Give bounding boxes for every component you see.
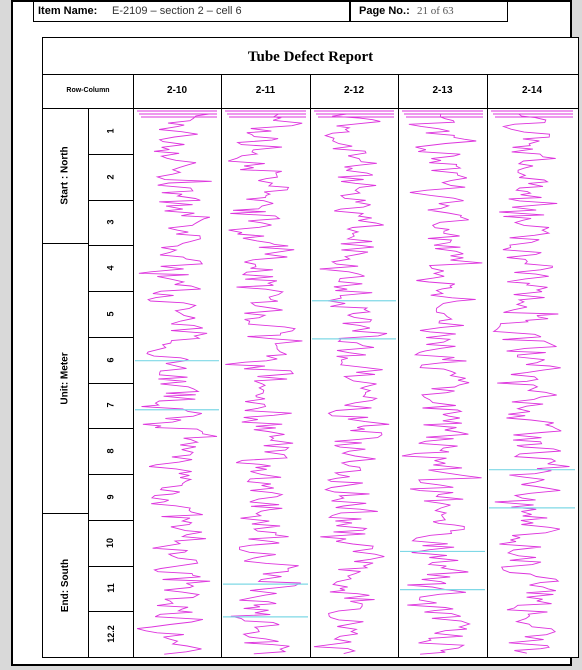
column-header: 2-13 (432, 85, 453, 96)
page-number-value: 21 of 63 (417, 5, 454, 17)
column-header: 2-12 (343, 85, 364, 96)
row-divider (88, 382, 133, 384)
column-divider (221, 74, 222, 657)
row-column-header: Row-Column (66, 87, 110, 94)
row-divider (88, 153, 133, 155)
item-name-label: Item Name: (38, 5, 98, 17)
row-divider (88, 336, 133, 338)
column-header: 2-11 (255, 85, 276, 96)
label-column-divider (133, 74, 134, 657)
signal-trace (313, 113, 390, 655)
row-divider (88, 565, 133, 567)
item-name-value: E-2109 – section 2 – cell 6 (112, 5, 242, 17)
defect-table: Tube Defect Report Row-Column 2-10 2-11 … (42, 37, 579, 658)
column-divider (310, 74, 311, 657)
row-divider (88, 245, 133, 247)
row-divider (88, 291, 133, 292)
row-divider (88, 199, 133, 201)
report-title: Tube Defect Report (247, 49, 374, 65)
report-sheet: Item Name: E-2109 – section 2 – cell 6 P… (11, 0, 579, 666)
page-number-label: Page No.: (359, 5, 410, 17)
row-divider (88, 611, 133, 613)
signal-trace (225, 113, 303, 655)
row-divider (88, 428, 133, 430)
signal-trace (492, 113, 570, 654)
group-divider (43, 513, 88, 514)
header-bar: Item Name: E-2109 – section 2 – cell 6 P… (33, 2, 508, 22)
header-divider (349, 2, 351, 21)
group-divider (43, 243, 88, 244)
tube-traces (135, 110, 575, 655)
signal-trace (136, 113, 218, 655)
column-divider (487, 74, 488, 657)
signal-trace (401, 113, 483, 655)
column-header: 2-14 (521, 85, 542, 96)
row-divider (88, 474, 133, 475)
column-divider (398, 74, 399, 657)
row-divider (88, 519, 133, 521)
column-header: 2-10 (166, 85, 187, 96)
